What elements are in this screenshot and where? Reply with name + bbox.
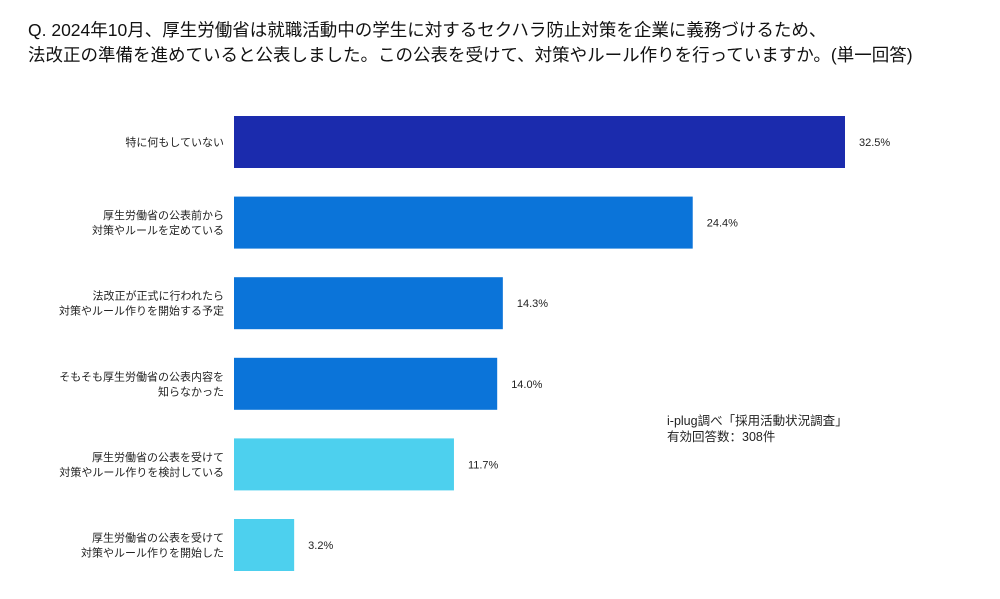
bar-5 xyxy=(234,519,295,571)
category-label: 知らなかった xyxy=(158,384,224,398)
category-label: 対策やルール作りを開始した xyxy=(81,546,224,560)
category-label: 対策やルールを定めている xyxy=(92,223,224,237)
value-label: 24.4% xyxy=(707,218,738,230)
chart-title: Q. 2024年10月、厚生労働省は就職活動中の学生に対するセクハラ防止対策を企… xyxy=(28,18,913,68)
category-label: 厚生労働省の公表前から xyxy=(103,208,224,222)
bar-2 xyxy=(234,277,503,330)
bar-0 xyxy=(234,116,845,168)
category-label: 厚生労働省の公表を受けて xyxy=(92,531,224,545)
bar-3 xyxy=(234,357,498,410)
bar-1 xyxy=(234,196,693,249)
category-label: 対策やルール作りを検討している xyxy=(59,465,224,479)
category-label: 対策やルール作りを開始する予定 xyxy=(59,304,224,318)
category-label: 厚生労働省の公表を受けて xyxy=(92,450,224,464)
value-label: 3.2% xyxy=(308,540,333,552)
value-label: 32.5% xyxy=(859,137,890,149)
source-line: i-plug調べ「採用活動状況調査」 xyxy=(667,414,848,428)
title-line-2: 法改正の準備を進めていると公表しました。この公表を受けて、対策やルール作りを行っ… xyxy=(28,45,913,65)
category-label: 法改正が正式に行われたら xyxy=(93,289,224,303)
bar-4 xyxy=(234,438,454,491)
title-line-1: Q. 2024年10月、厚生労働省は就職活動中の学生に対するセクハラ防止対策を企… xyxy=(28,20,827,40)
source-note: i-plug調べ「採用活動状況調査」 有効回答数：308件 xyxy=(667,413,848,445)
value-label: 11.7% xyxy=(468,459,499,471)
category-label: そもそも厚生労働省の公表内容を xyxy=(59,369,224,383)
value-label: 14.3% xyxy=(517,298,548,310)
respondent-count: 有効回答数：308件 xyxy=(667,430,776,444)
category-label: 特に何もしていない xyxy=(125,135,224,149)
value-label: 14.0% xyxy=(511,379,542,391)
